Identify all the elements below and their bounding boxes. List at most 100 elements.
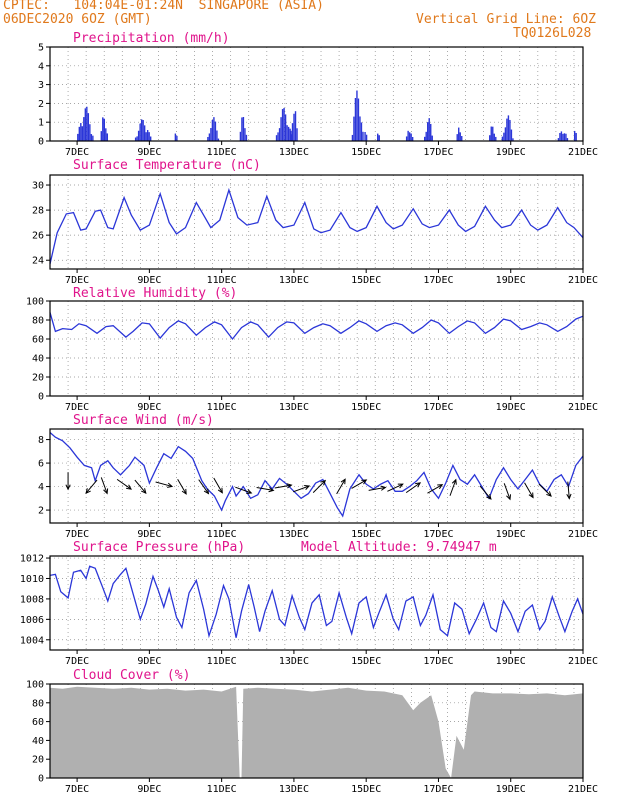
precip-bar [142, 120, 144, 141]
precip-bar [461, 136, 463, 141]
y-tick-label: 4 [38, 61, 44, 72]
precip-bar [278, 128, 281, 141]
wind-arrow-head [246, 489, 253, 495]
precip-bar [105, 128, 107, 141]
wind-arrow [235, 486, 253, 495]
precip-bar [424, 136, 426, 141]
precip-bar [357, 98, 360, 141]
wind-arrow-shaft [479, 485, 492, 500]
wind-arrow-head [141, 488, 147, 494]
wind-arrow-shaft [336, 478, 346, 495]
precip-bar [90, 134, 93, 141]
precip-bar [560, 131, 563, 141]
precip-bar [241, 117, 243, 141]
wind-arrow-head [286, 483, 293, 489]
panel-frame [49, 428, 584, 524]
wind-arrow [256, 486, 275, 493]
x-tick-label: 19DEC [496, 275, 526, 286]
wind-arrow-head [528, 492, 534, 499]
x-tick-label: 9DEC [137, 656, 161, 667]
x-tick-label: 17DEC [423, 784, 453, 795]
x-tick-label: 7DEC [65, 275, 89, 286]
precip-bar [208, 133, 211, 141]
y-tick-label: 0 [38, 774, 44, 785]
x-tick-label: 13DEC [279, 402, 309, 413]
y-tick-label: 24 [32, 256, 44, 267]
precip-bar [377, 133, 379, 141]
precip-bar [458, 127, 460, 141]
precip-bar [149, 136, 152, 141]
wind-arrow [351, 479, 368, 489]
panel-title: Cloud Cover (%) [73, 668, 190, 683]
precip-bar [456, 134, 458, 141]
precip-bar [283, 107, 285, 141]
panel-frame [49, 174, 584, 270]
x-tick-label: 17DEC [423, 147, 453, 158]
x-tick-label: 7DEC [65, 784, 89, 795]
precip-bar [214, 121, 217, 141]
wind-arrow [503, 483, 512, 501]
x-tick-label: 19DEC [496, 147, 526, 158]
precip-bar [509, 119, 511, 141]
precip-bar [293, 113, 295, 141]
y-tick-label: 100 [26, 680, 44, 691]
x-tick-label: 13DEC [279, 275, 309, 286]
wind-arrow-shaft [567, 481, 570, 499]
wind-arrow-head [268, 487, 275, 493]
wind-arrow-head [304, 485, 311, 490]
precip-bar [504, 127, 507, 141]
x-tick-label: 21DEC [568, 402, 598, 413]
precip-bar [148, 132, 150, 141]
header-grid-note: Vertical Grid Line: 6OZ [416, 12, 597, 27]
precip-bar [503, 132, 505, 141]
x-tick-label: 11DEC [207, 147, 237, 158]
x-tick-label: 13DEC [279, 147, 309, 158]
precip-bar [493, 133, 495, 141]
panel-1: Precipitation (mm/h) 0 1 2 3 4 5 7DEC 9DEC 11DEC 1… [38, 31, 598, 158]
precip-bar [176, 135, 178, 141]
x-tick-label: 21DEC [568, 147, 598, 158]
x-tick-label: 19DEC [496, 784, 526, 795]
precip-bar [84, 108, 87, 141]
precip-bar [103, 118, 106, 141]
panel-5: Surface Pressure (hPa) Model Altitude: 9.… [20, 540, 598, 667]
wind-arrow-head [380, 485, 387, 491]
precip-bar [565, 133, 567, 141]
y-tick-label: 20 [32, 373, 44, 384]
wind-arrow-shaft [155, 481, 173, 487]
y-tick-label: 8 [38, 435, 44, 446]
panel-3: Relative Humidity (%) 0 20 40 60 80 100 7DEC 9DE… [26, 286, 598, 413]
precip-bar [562, 133, 564, 141]
panel-6: Cloud Cover (%) 0 20 40 60 80 100 7DEC 9DEC 11DEC… [26, 668, 598, 795]
wind-arrow-shaft [351, 479, 367, 489]
precip-bar [213, 117, 215, 141]
precip-bar [510, 129, 513, 141]
wind-arrow [368, 485, 387, 491]
wind-arrow-head [65, 484, 71, 491]
panel-frame [49, 300, 584, 397]
series-line [49, 187, 584, 265]
y-tick-label: 40 [32, 354, 44, 365]
precip-bar [354, 98, 357, 141]
precip-bar [136, 136, 138, 141]
y-tick-label: 4 [38, 482, 44, 493]
wind-arrow-head [361, 479, 368, 485]
y-tick-label: 1004 [20, 635, 44, 646]
x-tick-label: 17DEC [423, 529, 453, 540]
precip-bar [137, 130, 140, 141]
precip-bar [81, 126, 84, 141]
x-tick-label: 21DEC [568, 275, 598, 286]
wind-arrow [387, 483, 404, 492]
y-tick-label: 2 [38, 506, 44, 517]
wind-arrow [427, 484, 444, 494]
wind-arrow-shaft [85, 479, 98, 494]
panel-4: Surface Wind (m/s) 2 4 6 8 7DEC 9DEC 11DEC 13DEC… [38, 413, 598, 540]
precip-bar [216, 130, 218, 141]
precip-bar [78, 126, 81, 141]
precip-bar [353, 116, 355, 141]
wind-arrow-shaft [235, 486, 252, 494]
precip-bar [140, 119, 143, 141]
precip-bar [359, 116, 361, 141]
x-tick-label: 13DEC [279, 529, 309, 540]
precip-bar [207, 136, 209, 141]
